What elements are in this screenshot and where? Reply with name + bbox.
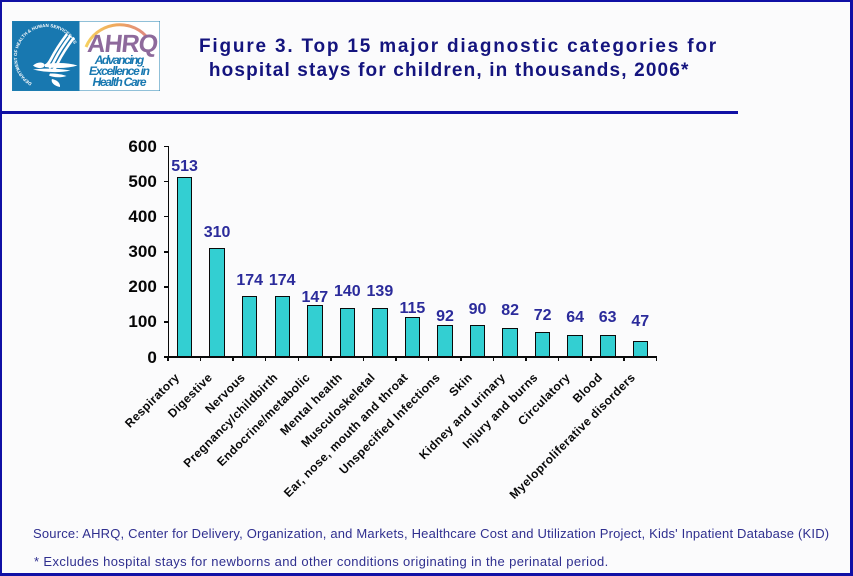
svg-text:Health Care: Health Care	[93, 75, 147, 89]
svg-text:AHRQ: AHRQ	[86, 30, 159, 58]
svg-text:Excellence in: Excellence in	[89, 64, 150, 78]
svg-text:Advancing: Advancing	[94, 53, 145, 67]
